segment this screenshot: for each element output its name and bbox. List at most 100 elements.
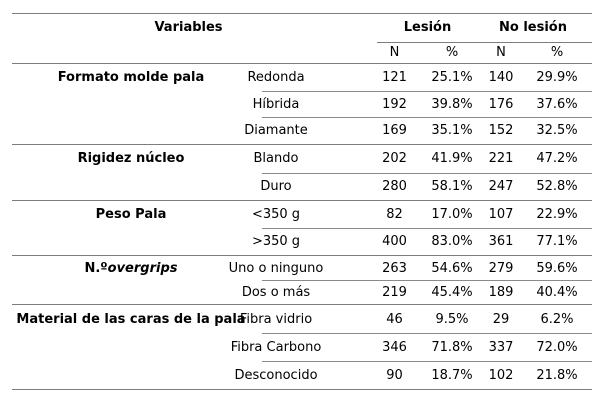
- lesion-pct-value: 58.1%: [431, 178, 473, 194]
- variable-name: Rigidez núcleo: [77, 151, 185, 167]
- category-label: Desconocido: [234, 367, 318, 383]
- lesion-column-header: Lesión: [403, 20, 452, 35]
- lesion-pct-value: 9.5%: [435, 311, 469, 327]
- table-row: N.º overgrips Uno o ninguno 263 54.6% 27…: [12, 256, 592, 280]
- lesion-pct-value: 35.1%: [431, 123, 473, 139]
- lesion-pct-header: %: [445, 44, 459, 60]
- variable-name-text: N.º: [84, 260, 108, 276]
- table-row: Desconocido 90 18.7% 102 21.8%: [12, 361, 592, 389]
- category-label: Dos o más: [241, 284, 311, 300]
- table-row: Híbrida 192 39.8% 176 37.6%: [12, 90, 592, 118]
- no-lesion-pct-value: 72.0%: [536, 339, 578, 355]
- table-row: Material de las caras de la pala Fibra v…: [12, 305, 592, 333]
- no-lesion-n-value: 189: [488, 284, 514, 300]
- no-lesion-pct-value: 77.1%: [536, 234, 578, 249]
- table-row: Fibra Carbono 346 71.8% 337 72.0%: [12, 333, 592, 361]
- table-row: >350 g 400 83.0% 361 77.1%: [12, 228, 592, 255]
- variable-name-italic-text: overgrips: [107, 260, 178, 276]
- lesion-pct-value: 41.9%: [431, 151, 473, 167]
- lesion-n-value: 169: [382, 123, 407, 139]
- category-label: Híbrida: [252, 96, 300, 112]
- table-row: Diamante 169 35.1% 152 32.5%: [12, 117, 592, 144]
- variable-name: Formato molde pala: [57, 69, 205, 85]
- category-label: <350 g: [251, 207, 301, 222]
- lesion-n-value: 192: [382, 96, 407, 112]
- no-lesion-pct-value: 52.8%: [536, 178, 578, 194]
- row-separator: [262, 172, 592, 174]
- variable-group-formato-molde-pala: Formato molde pala Redonda 121 25.1% 140…: [12, 64, 592, 145]
- no-lesion-pct-value: 40.4%: [536, 284, 578, 300]
- variables-column-header: Variables: [154, 20, 223, 35]
- table-row: Formato molde pala Redonda 121 25.1% 140…: [12, 64, 592, 91]
- row-separator: [262, 333, 592, 334]
- no-lesion-pct-value: 59.6%: [536, 260, 578, 276]
- statistics-table: Variables Lesión No lesión N % N % Forma…: [12, 13, 592, 391]
- variable-group-overgrips: N.º overgrips Uno o ninguno 263 54.6% 27…: [12, 256, 592, 305]
- lesion-n-value: 263: [382, 260, 407, 276]
- no-lesion-pct-value: 37.6%: [536, 96, 578, 112]
- lesion-pct-value: 18.7%: [431, 367, 473, 383]
- category-label: Blando: [253, 151, 299, 167]
- category-label: >350 g: [251, 234, 301, 249]
- table-row: Dos o más 219 45.4% 189 40.4%: [12, 280, 592, 304]
- no-lesion-column-header: No lesión: [499, 20, 567, 35]
- lesion-n-value: 90: [386, 367, 403, 383]
- row-separator: [262, 280, 592, 281]
- no-lesion-n-header: N: [496, 44, 506, 60]
- category-label: Fibra vidrio: [239, 311, 313, 327]
- no-lesion-n-value: 140: [488, 69, 514, 85]
- lesion-n-value: 400: [382, 234, 407, 249]
- lesion-pct-value: 39.8%: [431, 96, 473, 112]
- no-lesion-n-value: 102: [488, 367, 514, 383]
- lesion-n-value: 346: [382, 339, 407, 355]
- lesion-n-value: 202: [382, 151, 407, 167]
- category-label: Diamante: [244, 123, 308, 139]
- variable-name: Material de las caras de la pala: [16, 311, 246, 327]
- lesion-n-value: 82: [386, 207, 403, 222]
- no-lesion-n-value: 247: [488, 178, 514, 194]
- variable-group-rigidez-nucleo: Rigidez núcleo Blando 202 41.9% 221 47.2…: [12, 145, 592, 201]
- no-lesion-n-value: 337: [488, 339, 514, 355]
- lesion-pct-value: 17.0%: [431, 207, 473, 222]
- no-lesion-n-value: 361: [488, 234, 514, 249]
- header-underline: [377, 42, 592, 43]
- category-label: Uno o ninguno: [228, 260, 324, 276]
- no-lesion-pct-value: 29.9%: [536, 69, 578, 85]
- no-lesion-pct-value: 22.9%: [536, 207, 578, 222]
- no-lesion-n-value: 176: [488, 96, 514, 112]
- no-lesion-pct-header: %: [550, 44, 564, 60]
- variable-group-peso-pala: Peso Pala <350 g 82 17.0% 107 22.9% >350…: [12, 201, 592, 256]
- no-lesion-n-value: 107: [488, 207, 514, 222]
- no-lesion-pct-value: 21.8%: [536, 367, 578, 383]
- table-row: Peso Pala <350 g 82 17.0% 107 22.9%: [12, 201, 592, 228]
- category-label: Redonda: [247, 69, 305, 85]
- empty-header-cell: [12, 41, 365, 63]
- no-lesion-pct-value: 32.5%: [536, 123, 578, 139]
- category-label: Fibra Carbono: [230, 339, 322, 355]
- no-lesion-n-value: 29: [492, 311, 510, 327]
- lesion-n-value: 280: [382, 178, 407, 194]
- no-lesion-n-value: 279: [488, 260, 514, 276]
- lesion-n-header: N: [389, 44, 400, 60]
- row-separator: [262, 361, 592, 362]
- no-lesion-pct-value: 6.2%: [540, 311, 574, 327]
- table-row: Duro 280 58.1% 247 52.8%: [12, 172, 592, 201]
- no-lesion-n-value: 152: [488, 123, 514, 139]
- no-lesion-pct-value: 47.2%: [536, 151, 578, 167]
- table-subheader-row: N % N %: [12, 41, 592, 64]
- lesion-n-value: 46: [386, 311, 403, 327]
- table-header-row: Variables Lesión No lesión: [12, 14, 592, 41]
- row-separator: [262, 117, 592, 119]
- row-separator: [262, 228, 592, 229]
- variable-group-material-caras: Material de las caras de la pala Fibra v…: [12, 305, 592, 390]
- table-row: Rigidez núcleo Blando 202 41.9% 221 47.2…: [12, 145, 592, 173]
- lesion-pct-value: 45.4%: [431, 284, 473, 300]
- row-separator: [262, 90, 592, 92]
- variable-name: N.º overgrips: [12, 256, 250, 280]
- lesion-pct-value: 71.8%: [431, 339, 473, 355]
- lesion-n-value: 121: [382, 69, 407, 85]
- lesion-pct-value: 54.6%: [431, 260, 473, 276]
- no-lesion-n-value: 221: [488, 151, 514, 167]
- category-label: Duro: [260, 178, 292, 194]
- variable-name: Peso Pala: [95, 207, 167, 222]
